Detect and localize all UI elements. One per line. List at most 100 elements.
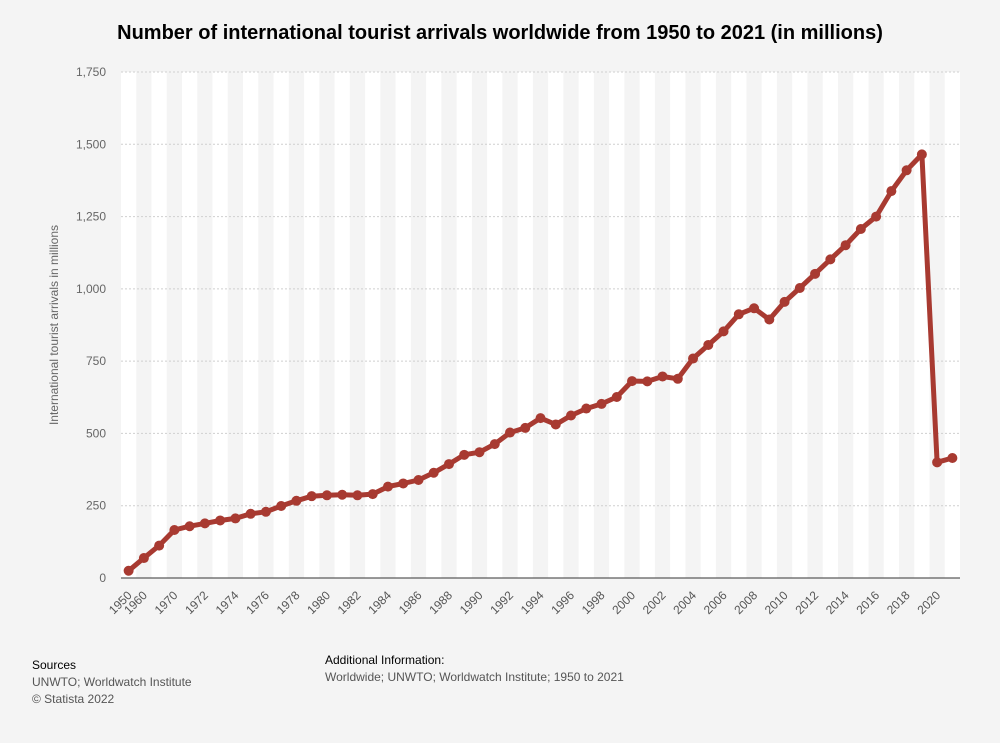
x-tick-label: 1990 [457, 588, 486, 617]
data-point [550, 419, 561, 430]
band [548, 72, 564, 578]
band [212, 72, 228, 578]
data-point [154, 540, 165, 551]
data-point [855, 224, 866, 235]
band [914, 72, 930, 578]
band [700, 72, 716, 578]
x-tick-label: 1998 [579, 588, 608, 617]
data-point [306, 491, 317, 502]
x-tick-label: 1986 [396, 588, 425, 617]
data-point [123, 565, 134, 576]
y-tick-label: 1,500 [76, 137, 106, 151]
data-point [947, 453, 958, 464]
x-tick-label: 1972 [182, 588, 211, 617]
x-tick-label: 2018 [884, 588, 913, 617]
data-point [657, 371, 668, 382]
background-bands [121, 72, 960, 578]
data-point [245, 508, 256, 519]
data-point [733, 309, 744, 320]
x-tick-label: 2004 [670, 588, 699, 617]
x-tick-label: 1978 [274, 588, 303, 617]
data-point [566, 410, 577, 421]
y-tick-label: 0 [99, 571, 106, 585]
x-tick-label: 2010 [762, 588, 791, 617]
x-tick-label: 2012 [792, 588, 821, 617]
band [121, 72, 137, 578]
data-point [474, 447, 485, 458]
data-point [596, 398, 607, 409]
x-tick-label: 1988 [426, 588, 455, 617]
data-point [520, 422, 531, 433]
chart-title: Number of international tourist arrivals… [117, 22, 883, 44]
data-point [413, 474, 424, 485]
x-tick-label: 2014 [823, 588, 852, 617]
band [853, 72, 869, 578]
data-point [886, 186, 897, 197]
data-point [459, 449, 470, 460]
data-point [840, 240, 851, 251]
y-tick-label: 1,250 [76, 210, 106, 224]
band [487, 72, 503, 578]
data-point [901, 165, 912, 176]
x-tick-label: 1980 [304, 588, 333, 617]
data-point [321, 490, 332, 501]
y-tick-label: 250 [86, 499, 106, 513]
y-tick-label: 750 [86, 354, 106, 368]
band [578, 72, 594, 578]
data-point [199, 518, 210, 529]
data-point [504, 427, 515, 438]
y-tick-label: 1,750 [76, 65, 106, 79]
data-point [627, 376, 638, 387]
y-tick-label: 1,000 [76, 282, 106, 296]
data-point [825, 254, 836, 265]
band [822, 72, 838, 578]
data-point [382, 481, 393, 492]
band [365, 72, 381, 578]
data-point [184, 521, 195, 532]
x-tick-label: 2008 [731, 588, 760, 617]
band [609, 72, 625, 578]
band [792, 72, 808, 578]
band [273, 72, 289, 578]
data-point [337, 489, 348, 500]
data-point [138, 553, 149, 564]
x-tick-label: 1994 [518, 588, 547, 617]
data-point [642, 376, 653, 387]
data-point [871, 211, 882, 222]
data-point [352, 490, 363, 501]
data-point [794, 282, 805, 293]
x-tick-label: 1984 [365, 588, 394, 617]
band [426, 72, 442, 578]
data-point [535, 413, 546, 424]
x-tick-label: 2006 [701, 588, 730, 617]
x-tick-label: 2020 [914, 588, 943, 617]
band [639, 72, 655, 578]
x-tick-label: 1970 [152, 588, 181, 617]
sources-text: UNWTO; Worldwatch Institute [32, 675, 192, 689]
data-point [230, 513, 241, 524]
sources-heading: Sources [32, 658, 77, 672]
band [456, 72, 472, 578]
data-point [169, 525, 180, 536]
additional-info-heading: Additional Information: [325, 653, 445, 667]
data-point [489, 439, 500, 450]
data-point [428, 467, 439, 478]
data-point [718, 326, 729, 337]
data-point [611, 391, 622, 402]
data-point [779, 296, 790, 307]
band [395, 72, 411, 578]
band [243, 72, 259, 578]
data-point [291, 495, 302, 506]
data-point [810, 268, 821, 279]
band [182, 72, 198, 578]
data-point [276, 501, 287, 512]
band [883, 72, 899, 578]
data-point [260, 506, 271, 517]
data-point [215, 515, 226, 526]
data-point [581, 403, 592, 414]
band [944, 72, 960, 578]
x-tick-label: 1992 [487, 588, 516, 617]
x-tick-label: 1976 [243, 588, 272, 617]
